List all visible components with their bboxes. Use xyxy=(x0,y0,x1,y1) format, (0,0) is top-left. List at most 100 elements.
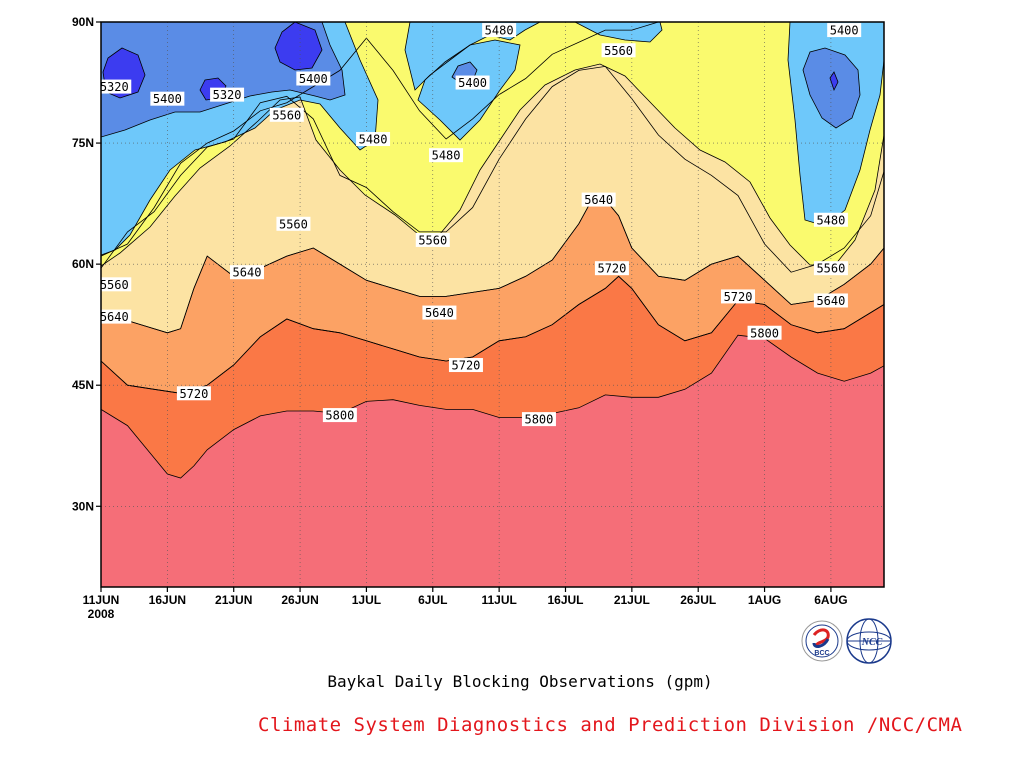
contour-label-bg xyxy=(356,132,391,147)
bcc-logo: BCC xyxy=(801,620,843,662)
contour-label-bg xyxy=(813,293,848,308)
contour-label: 5480 xyxy=(813,212,848,227)
contour-label-bg xyxy=(276,216,311,231)
contour-label-value: 5400 xyxy=(153,92,182,106)
contour-outline xyxy=(404,22,541,91)
contour-label: 5640 xyxy=(100,309,132,324)
contour-line-5480 xyxy=(101,22,659,257)
x-tick-label: 21JUL xyxy=(614,593,650,607)
contour-label: 5480 xyxy=(356,132,391,147)
contour-label: 5720 xyxy=(594,261,629,276)
contour-labels: 5320 5400 5320 5400 5560 5480 5480 5400 5480 5560… xyxy=(100,23,862,427)
contour-label-value: 5560 xyxy=(100,278,129,292)
contour-label-value: 5800 xyxy=(750,326,779,340)
y-axis: 30N 45N 60N 75N 90N xyxy=(72,15,101,513)
contour-label-bg xyxy=(101,79,132,94)
contour-outline xyxy=(101,199,884,587)
contour-label-bg xyxy=(813,212,848,227)
contour-outline xyxy=(802,47,861,129)
x-tick-label: 6JUL xyxy=(418,593,447,607)
contour-label: 5560 xyxy=(415,232,450,247)
contour-label-value: 5800 xyxy=(524,413,553,427)
contour-label: 5400 xyxy=(827,23,862,38)
contour-label-bg xyxy=(521,412,556,427)
x-tick-label: 21JUN xyxy=(215,593,252,607)
x-tick-label: 26JUL xyxy=(680,593,716,607)
contour-label: 5800 xyxy=(322,408,357,423)
contour-label-bg xyxy=(455,75,490,90)
band-5320-5400-c xyxy=(803,48,860,128)
contour-label-value: 5320 xyxy=(213,88,242,102)
ncc-logo: NCC xyxy=(846,618,892,664)
contour-label-value: 5640 xyxy=(584,193,613,207)
contour-label-bg xyxy=(176,386,211,401)
contour-label: 5720 xyxy=(448,358,483,373)
contour-label: 5720 xyxy=(721,289,756,304)
band-gt-5800 xyxy=(101,335,884,587)
x-tick-label: 1JUL xyxy=(352,593,381,607)
contour-label-bg xyxy=(210,87,245,102)
contour-label: 5800 xyxy=(747,325,782,340)
contour-label-bg xyxy=(415,232,450,247)
contour-label-bg xyxy=(422,305,457,320)
contour-label-value: 5480 xyxy=(485,24,514,38)
y-tick-label: 60N xyxy=(72,257,94,271)
contour-label: 5800 xyxy=(521,412,556,427)
contour-label: 5640 xyxy=(422,305,457,320)
contour-label-value: 5400 xyxy=(299,72,328,86)
contour-label: 5560 xyxy=(100,277,132,292)
x-tick-label: 26JUN xyxy=(281,593,318,607)
contour-label-value: 5480 xyxy=(359,133,388,147)
x-tick-label: 11JUN xyxy=(83,593,120,607)
y-tick-label: 90N xyxy=(72,15,94,29)
contour-label-bg xyxy=(322,408,357,423)
contour-label-bg xyxy=(229,265,264,280)
contour-label-value: 5560 xyxy=(816,262,845,276)
contour-label-bg xyxy=(581,192,616,207)
grid xyxy=(101,22,884,587)
contour-label: 5320 xyxy=(210,87,245,102)
chart-title: Baykal Daily Blocking Observations (gpm) xyxy=(327,672,713,691)
contour-label-value: 5640 xyxy=(100,310,129,324)
contour-outline xyxy=(829,71,839,92)
contour-label-bg xyxy=(827,23,862,38)
contour-label-bg xyxy=(721,289,756,304)
contour-label-bg xyxy=(101,277,132,292)
contour-label: 5400 xyxy=(296,71,331,86)
contour-label-value: 5400 xyxy=(830,24,859,38)
contour-label-value: 5560 xyxy=(418,233,447,247)
contour-label-bg xyxy=(813,261,848,276)
contour-label-bg xyxy=(601,43,636,58)
svg-text:BCC: BCC xyxy=(814,650,829,657)
contour-label: 5560 xyxy=(269,107,304,122)
contour-label-value: 5720 xyxy=(179,387,208,401)
svg-text:NCC: NCC xyxy=(861,637,883,648)
contour-label: 5320 xyxy=(100,79,132,94)
contour-label: 5640 xyxy=(581,192,616,207)
contour-label-value: 5560 xyxy=(272,108,301,122)
contour-label: 5640 xyxy=(229,265,264,280)
y-tick-label: 45N xyxy=(72,378,94,392)
contour-outline xyxy=(101,275,884,587)
band-5400-5480-d xyxy=(575,22,662,42)
contour-label-value: 5720 xyxy=(452,359,481,373)
contour-label-bg xyxy=(482,23,517,38)
x-tick-label: 16JUL xyxy=(547,593,583,607)
contour-label-value: 5640 xyxy=(425,306,454,320)
contour-label: 5480 xyxy=(429,148,464,163)
contour-label-value: 5560 xyxy=(604,44,633,58)
contour-label-value: 5720 xyxy=(724,290,753,304)
x-tick-label: 1AUG xyxy=(748,593,781,607)
y-tick-label: 30N xyxy=(72,499,94,513)
contour-label: 5720 xyxy=(176,386,211,401)
contour-outline xyxy=(199,77,227,101)
contour-outline xyxy=(274,22,323,71)
contour-label-bg xyxy=(429,148,464,163)
contour-label: 5560 xyxy=(276,216,311,231)
contour-label: 5560 xyxy=(601,43,636,58)
contour-label-value: 5320 xyxy=(100,80,129,94)
contour-label-bg xyxy=(269,107,304,122)
contour-label: 5480 xyxy=(482,23,517,38)
x-tick-label: 16JUN xyxy=(149,593,186,607)
